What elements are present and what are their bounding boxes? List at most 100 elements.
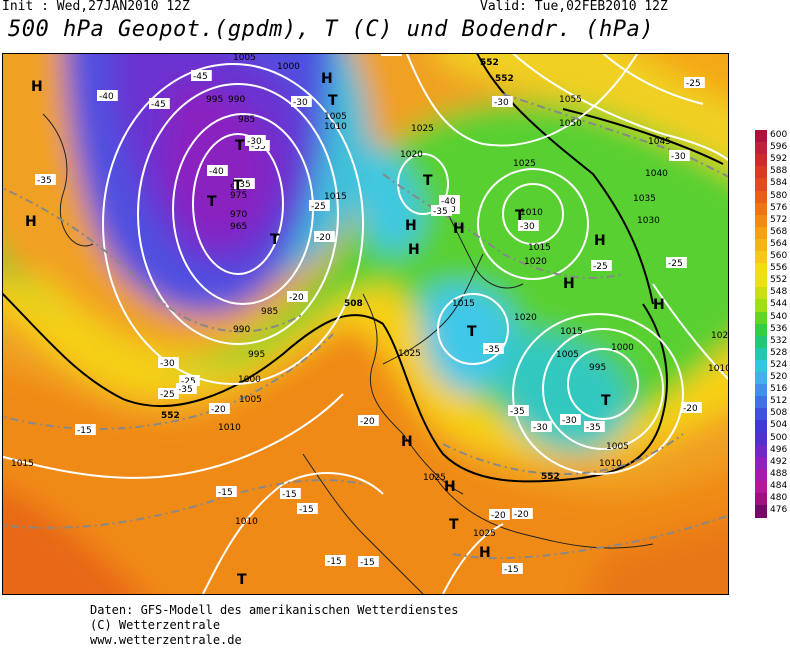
svg-text:-30: -30 xyxy=(247,137,262,147)
isotherm-value-label: -15 xyxy=(358,556,379,568)
low-pressure-marker: T xyxy=(207,194,217,210)
isobar-value-label: 1015 xyxy=(452,299,475,309)
svg-text:-25: -25 xyxy=(160,390,175,400)
isobar-value-label: 995 xyxy=(589,363,606,373)
weather-map-canvas: 1005100099099598598097597096598599099510… xyxy=(3,54,728,594)
isotherm-value-label: -20 xyxy=(314,231,335,243)
low-pressure-marker: T xyxy=(233,178,243,194)
isobar-value-label: 965 xyxy=(230,222,247,232)
svg-text:-30: -30 xyxy=(520,222,535,232)
legend-label: 560 xyxy=(770,251,788,261)
svg-text:-35: -35 xyxy=(586,423,601,433)
isotherm-value-label: -15 xyxy=(502,563,523,575)
high-pressure-marker: H xyxy=(405,218,417,234)
isobar-value-label: 1010 xyxy=(324,122,347,132)
isotherm-value-label: -30 xyxy=(518,220,539,232)
isotherm-value-label: -30 xyxy=(531,421,552,433)
isotherm-value-label: -15 xyxy=(297,503,318,515)
legend-label: 592 xyxy=(770,154,788,165)
legend-swatch xyxy=(755,130,767,143)
isotherm-value-label: -20 xyxy=(209,403,230,415)
high-pressure-marker: H xyxy=(408,242,420,258)
isotherm-value-label: -35 xyxy=(176,383,197,395)
legend-label: 568 xyxy=(770,226,788,237)
svg-text:-40: -40 xyxy=(209,167,224,177)
legend-label: 596 xyxy=(770,142,788,153)
high-pressure-marker: H xyxy=(653,297,665,313)
legend-label: 484 xyxy=(770,480,788,491)
isobar-value-label: 1000 xyxy=(611,343,634,353)
legend-swatch xyxy=(755,480,767,494)
geopotential-shading xyxy=(3,54,728,594)
legend-label: 500 xyxy=(770,432,788,443)
isobar-value-label: 1045 xyxy=(648,137,671,147)
low-pressure-marker: T xyxy=(423,173,433,189)
low-pressure-marker: T xyxy=(235,138,245,154)
svg-text:-35: -35 xyxy=(37,176,52,186)
legend-label: 504 xyxy=(770,420,788,431)
isotherm-value-label: -45 xyxy=(149,98,170,110)
svg-text:-30: -30 xyxy=(671,152,686,162)
svg-text:-20: -20 xyxy=(360,417,375,427)
legend-label: 584 xyxy=(770,178,788,189)
legend-swatch xyxy=(755,263,767,276)
high-pressure-marker: H xyxy=(479,545,491,561)
high-pressure-marker: H xyxy=(25,214,37,230)
isotherm-value-label: -20 xyxy=(512,508,533,520)
legend-swatch xyxy=(755,372,767,385)
isobar-value-label: 990 xyxy=(233,325,250,335)
svg-text:-30: -30 xyxy=(293,98,308,108)
svg-text:-25: -25 xyxy=(181,377,196,387)
legend-swatch xyxy=(755,505,767,518)
isotherm-value-label: -35 xyxy=(584,421,605,433)
svg-text:-15: -15 xyxy=(282,490,297,500)
isotherm-value-label: -30 xyxy=(560,414,581,426)
high-pressure-marker: H xyxy=(453,221,465,237)
legend-swatch xyxy=(755,238,767,252)
svg-text:-20: -20 xyxy=(211,405,226,415)
svg-text:-15: -15 xyxy=(360,558,375,568)
svg-text:-20: -20 xyxy=(289,293,304,303)
isobar-value-label: 1030 xyxy=(637,216,660,226)
isobar-value-label: 975 xyxy=(230,191,247,201)
legend-swatch xyxy=(755,384,767,397)
isobar-value-label: 990 xyxy=(228,95,245,105)
svg-text:-30: -30 xyxy=(562,416,577,426)
isobar-value-label: 1020 xyxy=(524,257,547,267)
isobar-value-label: 1000 xyxy=(277,62,300,72)
isotherm-value-label: -30 xyxy=(291,96,312,108)
legend-swatch xyxy=(755,493,767,506)
credit-website: www.wetterzentrale.de xyxy=(90,633,242,647)
isobar-value-label: 1010 xyxy=(599,459,622,469)
coastlines xyxy=(42,113,654,594)
svg-text:-35: -35 xyxy=(178,385,193,395)
legend-swatch xyxy=(755,287,767,300)
legend-swatch xyxy=(755,420,767,433)
low-pressure-marker: T xyxy=(467,324,477,340)
legend-swatch xyxy=(755,214,767,228)
legend-label: 556 xyxy=(770,263,788,274)
isotherm-value-label: -30 xyxy=(669,150,690,162)
legend-swatch xyxy=(755,408,767,421)
legend-label: 476 xyxy=(770,505,788,516)
isobar-value-label: 985 xyxy=(261,307,278,317)
legend-swatch xyxy=(755,468,767,482)
weather-map: 1005100099099598598097597096598599099510… xyxy=(2,53,729,595)
isobar-value-label: 1010 xyxy=(520,208,543,218)
isotherm-value-label: -25 xyxy=(684,77,705,89)
isotherm-value-label: -35 xyxy=(508,405,529,417)
map-title: 500 hPa Geopot.(gpdm), T (C) und Bodendr… xyxy=(8,17,655,42)
low-pressure-marker: T xyxy=(449,517,459,533)
isobar-value-label: 1010 xyxy=(218,423,241,433)
isobar-value-label: 1015 xyxy=(528,243,551,253)
isotherm-value-label: -40 xyxy=(439,195,460,207)
isotherm-value-label: -20 xyxy=(489,509,510,521)
legend-label: 496 xyxy=(770,444,788,455)
legend-swatch xyxy=(755,432,767,446)
low-pressure-marker: T xyxy=(328,93,338,109)
isotherm-value-label: -30 xyxy=(492,96,513,108)
credit-data-source: Daten: GFS-Modell des amerikanischen Wet… xyxy=(90,603,459,617)
isobar-value-label: 1020 xyxy=(400,150,423,160)
legend-swatch xyxy=(755,275,767,288)
legend-label: 572 xyxy=(770,214,788,225)
